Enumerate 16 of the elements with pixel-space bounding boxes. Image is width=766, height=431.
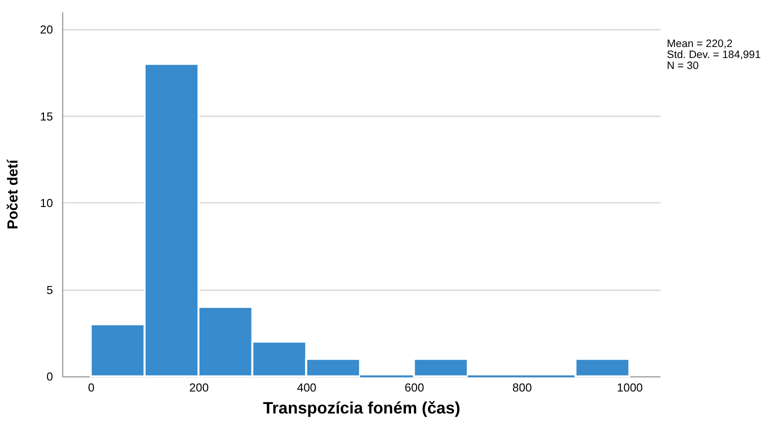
x-tick-label: 600: [404, 381, 425, 394]
y-tick-label: 10: [40, 197, 54, 210]
x-tick-label: 0: [88, 381, 95, 394]
text: Mean = 220,2: [666, 38, 733, 50]
x-axis-title: Transpozícia foném (čas): [262, 398, 460, 418]
x-tick-label: 800: [512, 381, 532, 394]
text: Std. Dev. = 184,991: [666, 48, 761, 61]
x-tick-label: 400: [296, 381, 317, 394]
y-tick-label: 5: [46, 284, 53, 297]
y-tick-label: 0: [46, 370, 54, 384]
x-tick-label: 1000: [616, 381, 644, 394]
y-axis-title: Počet detí: [6, 158, 22, 230]
text: N = 30: [666, 60, 699, 72]
y-tick-label: 20: [40, 24, 54, 37]
x-tick-label: 200: [189, 381, 210, 394]
y-tick-label: 15: [40, 110, 53, 124]
